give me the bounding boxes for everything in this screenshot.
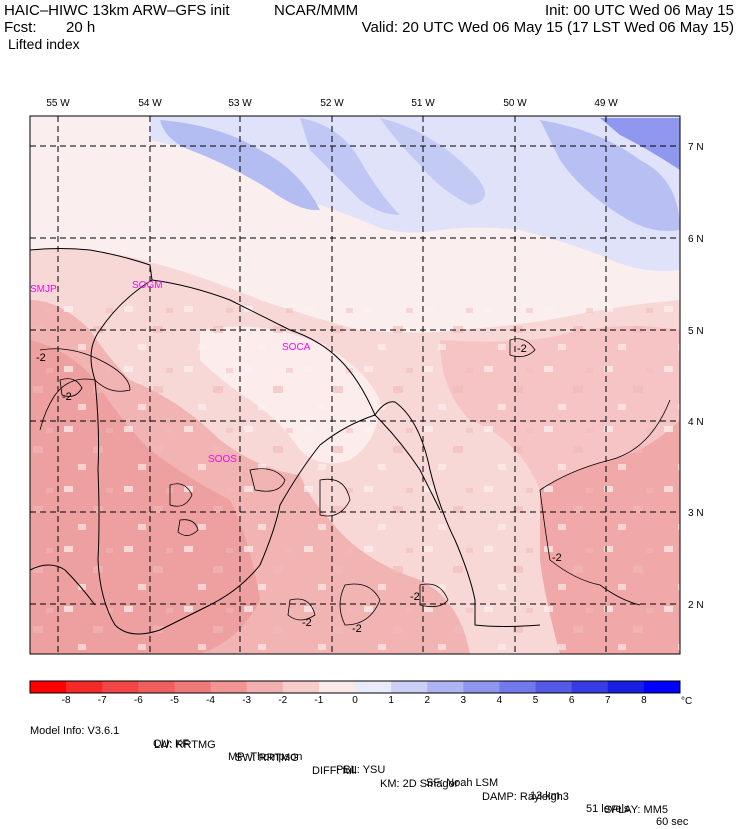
station-soos: SOOS: [208, 454, 237, 465]
colorbar: [29, 680, 681, 694]
field-name: Lifted index: [8, 36, 80, 52]
lat-label-4n: 4 N: [688, 417, 704, 428]
forecast-label: Fcst:: [4, 19, 37, 36]
model-info-item: LW: RRTMG: [154, 739, 216, 751]
colorbar-swatch: [535, 681, 573, 693]
lon-label-52w: 52 W: [320, 98, 344, 109]
colorbar-swatch: [427, 681, 464, 693]
colorbar-swatch: [174, 681, 212, 693]
border-south: [30, 564, 96, 606]
model-info-item: SFLAY: MM5: [604, 804, 668, 816]
valid-time: Valid: 20 UTC Wed 06 May 15 (17 LST Wed …: [361, 19, 734, 36]
lifted-index-map: -2 -2 -2 -2 -2 -2 -2 SMJP SOGM SOCA SOOS…: [29, 98, 704, 707]
contour-label: -2: [62, 391, 72, 403]
contour-label: -2: [36, 352, 46, 364]
coastline: [30, 248, 541, 627]
colorbar-tick-label: -3: [242, 695, 251, 706]
colorbar-tick-label: 7: [605, 695, 611, 706]
colorbar-tick-label: -6: [134, 695, 143, 706]
blue-streak-2: [300, 118, 400, 215]
model-info-item: Model Info: V3.6.1: [30, 725, 120, 737]
colorbar-tick-label: 3: [461, 695, 467, 706]
colorbar-swatch: [499, 681, 537, 693]
colorbar-tick-label: -1: [314, 695, 323, 706]
colorbar-tick-label: -8: [62, 695, 71, 706]
colorbar-swatch: [571, 681, 609, 693]
colorbar-swatch: [282, 681, 320, 693]
blue-streak-3: [380, 118, 485, 205]
lon-label-55w: 55 W: [46, 98, 70, 109]
station-soca: SOCA: [282, 342, 311, 353]
lon-label-54w: 54 W: [138, 98, 162, 109]
colorbar-swatch: [102, 681, 139, 693]
colorbar-tick-label: 4: [497, 695, 503, 706]
contour-label: -2: [302, 617, 312, 629]
center-name: NCAR/MMM: [274, 2, 359, 19]
lon-label-53w: 53 W: [228, 98, 252, 109]
colorbar-tick-label: 5: [533, 695, 539, 706]
blue-streak-1: [160, 120, 320, 211]
texture-overlay: [30, 300, 680, 654]
lat-label-7n: 7 N: [688, 142, 704, 153]
model-info-item: DAMP: Rayleigh3: [482, 791, 569, 803]
contour-lines: [39, 338, 671, 626]
colorbar-tick-label: -7: [98, 695, 107, 706]
lat-lon-grid: [30, 116, 680, 654]
colorbar-swatch: [391, 681, 428, 693]
colorbar-tick-label: -5: [170, 695, 179, 706]
colorbar-tick-label: 0: [352, 695, 358, 706]
colorbar-swatch: [463, 681, 500, 693]
model-info-item: DIFF: full: [312, 765, 357, 777]
init-time: Init: 00 UTC Wed 06 May 15: [545, 2, 734, 19]
model-info-item: KM: 2D Smagor: [380, 778, 459, 790]
colorbar-tick-label: 1: [388, 695, 394, 706]
blue-streak-5: [600, 118, 680, 170]
light-blue-region: [150, 116, 680, 271]
model-title: HAIC–HIWC 13km ARW–GFS init: [4, 2, 230, 19]
colorbar-tick-label: 6: [569, 695, 575, 706]
colorbar-tick-label: 8: [641, 695, 647, 706]
model-info-item: SW: RRTMG: [235, 752, 299, 764]
model-info-item: 60 sec: [656, 816, 689, 828]
map-frame: [29, 115, 681, 655]
border-french-guiana: [374, 414, 441, 511]
contour-label: -2: [352, 623, 362, 635]
colorbar-swatch: [643, 681, 681, 693]
colorbar-swatch: [246, 681, 284, 693]
lon-label-50w: 50 W: [503, 98, 527, 109]
lat-label-2n: 2 N: [688, 600, 704, 611]
blue-streak-4: [540, 120, 680, 231]
colorbar-frame: [29, 680, 681, 694]
lat-label-6n: 6 N: [688, 234, 704, 245]
colorbar-swatch: [30, 681, 67, 693]
station-smjp: SMJP: [30, 284, 57, 295]
colorbar-labels: -8 -7 -6 -5 -4 -3 -2 -1 0 1 2 3 4 5 6 7 8: [62, 695, 647, 706]
colorbar-swatch: [138, 681, 175, 693]
colorbar-swatch: [66, 681, 103, 693]
colorbar-swatch: [210, 681, 248, 693]
contour-label: -2: [552, 552, 562, 564]
lat-label-3n: 3 N: [688, 508, 704, 519]
border-suriname-guyana: [90, 279, 376, 635]
station-sogm: SOGM: [132, 280, 163, 291]
lon-label-49w: 49 W: [594, 98, 618, 109]
forecast-value: 20 h: [66, 19, 96, 36]
colorbar-swatch: [607, 681, 645, 693]
colorbar-swatch: [355, 681, 392, 693]
lat-label-5n: 5 N: [688, 326, 704, 337]
colorbar-tick-label: -4: [206, 695, 215, 706]
colorbar-swatch: [318, 681, 356, 693]
contour-label: -2: [410, 591, 420, 603]
colorbar-tick-label: 2: [424, 695, 430, 706]
colorbar-unit: °C: [681, 696, 692, 707]
lon-label-51w: 51 W: [411, 98, 435, 109]
colorbar-tick-label: -2: [278, 695, 287, 706]
contour-label: -2: [517, 343, 527, 355]
